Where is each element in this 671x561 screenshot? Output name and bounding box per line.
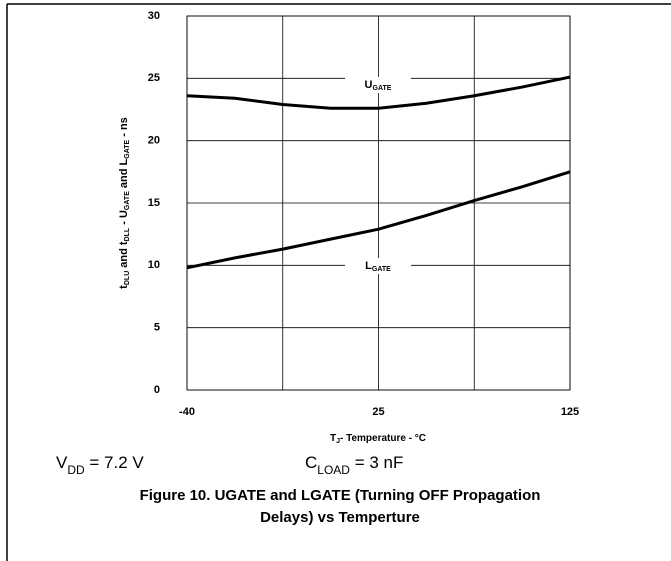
x-tick-label: 25 <box>372 406 384 418</box>
text-part: C <box>305 453 317 472</box>
text-part: - Temperature - °C <box>340 433 426 444</box>
subscript: LOAD <box>317 463 350 477</box>
y-tick-label: 10 <box>148 259 160 271</box>
label-background <box>345 258 411 274</box>
text-part: and L <box>118 158 130 191</box>
subscript: DD <box>67 463 85 477</box>
caption: Delays) vs Temperture <box>260 509 420 526</box>
series-label: UGATE <box>365 79 392 92</box>
y-tick-label: 25 <box>148 72 160 84</box>
subscript: J <box>336 438 340 445</box>
text-part: V <box>56 453 68 472</box>
text-part: L <box>365 260 372 272</box>
y-tick-label: 5 <box>154 322 160 334</box>
y-tick-label: 0 <box>154 384 160 396</box>
y-tick-label: 20 <box>148 135 160 147</box>
text-part: - U <box>118 210 130 228</box>
subscript: GATE <box>124 191 131 210</box>
subscript: GATE <box>373 85 392 92</box>
subscript: DLU <box>124 271 131 285</box>
x-axis-label: TJ- Temperature - °C <box>330 433 426 446</box>
text-part: - ns <box>118 117 130 140</box>
series-line <box>186 75 571 110</box>
y-tick-label: 30 <box>148 10 160 22</box>
label-background <box>345 77 411 93</box>
caption: Figure 10. UGATE and LGATE (Turning OFF … <box>140 487 541 504</box>
text-part: and t <box>118 241 130 271</box>
y-tick-label: 15 <box>148 197 160 209</box>
subscript: GATE <box>124 139 131 158</box>
condition: CLOAD = 3 nF <box>305 453 403 477</box>
text-part: T <box>330 433 336 444</box>
subscript: DLL <box>124 227 131 241</box>
plot-border <box>186 15 571 391</box>
series-line <box>186 170 571 270</box>
subscript: GATE <box>372 266 391 273</box>
condition: VDD = 7.2 V <box>56 453 144 477</box>
x-tick-label: -40 <box>179 406 195 418</box>
y-axis-label: tDLU and tDLL - UGATE and LGATE - ns <box>118 117 131 289</box>
x-tick-label: 125 <box>561 406 579 418</box>
text-part: t <box>118 285 130 289</box>
series-label: LGATE <box>365 260 391 273</box>
text-part: U <box>365 79 373 91</box>
text-part: = 7.2 V <box>85 453 145 472</box>
text-part: = 3 nF <box>350 453 403 472</box>
